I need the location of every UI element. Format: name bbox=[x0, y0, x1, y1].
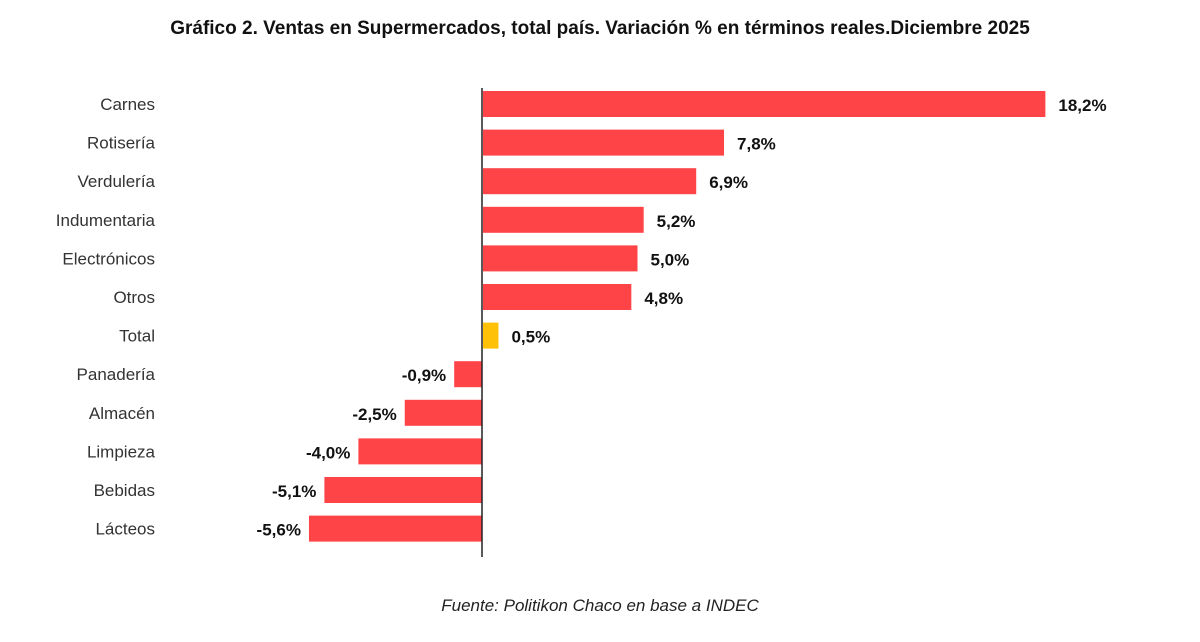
bar-2 bbox=[483, 168, 697, 195]
category-label: Panadería bbox=[77, 365, 156, 384]
bar-1 bbox=[483, 129, 725, 156]
data-label: 5,0% bbox=[651, 250, 690, 269]
category-label: Rotisería bbox=[87, 134, 156, 153]
bar-0 bbox=[483, 91, 1046, 117]
bar-8 bbox=[404, 399, 482, 426]
data-label: -2,5% bbox=[352, 405, 396, 424]
category-label: Total bbox=[119, 327, 155, 346]
data-label: -5,6% bbox=[257, 521, 301, 540]
bar-4 bbox=[483, 245, 638, 272]
category-label: Electrónicos bbox=[62, 249, 155, 268]
data-label: 18,2% bbox=[1058, 96, 1106, 115]
bar-5 bbox=[483, 284, 632, 310]
chart-source: Fuente: Politikon Chaco en base a INDEC bbox=[441, 596, 759, 615]
category-label: Bebidas bbox=[94, 481, 155, 500]
data-label: 7,8% bbox=[737, 135, 776, 154]
chart-title: Gráfico 2. Ventas en Supermercados, tota… bbox=[170, 18, 1030, 39]
bar-7 bbox=[454, 361, 482, 388]
data-label: -0,9% bbox=[402, 366, 446, 385]
data-label: 4,8% bbox=[644, 289, 683, 308]
category-label: Carnes bbox=[100, 95, 155, 114]
category-label: Limpieza bbox=[87, 442, 156, 461]
data-label: 6,9% bbox=[709, 173, 748, 192]
data-label: -5,1% bbox=[272, 482, 316, 501]
data-label: -4,0% bbox=[306, 443, 350, 462]
category-label: Otros bbox=[113, 288, 155, 307]
bar-9 bbox=[358, 438, 482, 465]
category-label: Indumentaria bbox=[56, 211, 156, 230]
data-label: 5,2% bbox=[657, 212, 696, 231]
category-label: Lácteos bbox=[95, 520, 155, 539]
category-label: Verdulería bbox=[78, 172, 156, 191]
data-label: 0,5% bbox=[511, 328, 550, 347]
bar-10 bbox=[324, 477, 482, 503]
category-label: Almacén bbox=[89, 404, 155, 423]
bar-11 bbox=[308, 515, 482, 542]
bar-6 bbox=[483, 322, 499, 349]
bar-3 bbox=[483, 206, 644, 233]
